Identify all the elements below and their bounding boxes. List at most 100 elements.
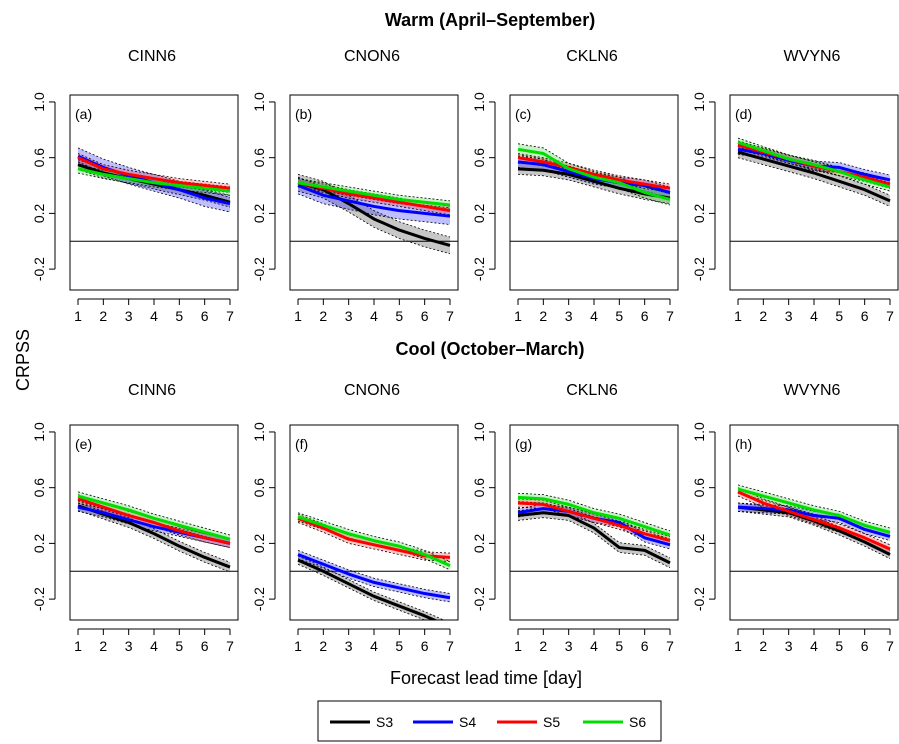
y-tick-label: 0.2 <box>691 203 707 223</box>
panel-label: (f) <box>295 436 308 452</box>
panel-label: (b) <box>295 106 312 122</box>
y-tick-label: 0.2 <box>31 533 47 553</box>
series-line-S5 <box>737 490 891 551</box>
panel-label: (c) <box>515 106 531 122</box>
plot-frame <box>69 94 239 291</box>
x-tick-label: 5 <box>835 308 843 324</box>
series-line-S3 <box>297 558 438 620</box>
panel-h: WVYN6 (h) -0.2 0.2 0.6 1.0 1 2 3 4 5 6 7 <box>691 382 899 654</box>
x-tick-label: 7 <box>886 638 894 654</box>
x-tick-label: 7 <box>666 638 674 654</box>
series-line-S4 <box>297 553 451 600</box>
series-line-S5 <box>517 501 671 543</box>
x-tick-label: 2 <box>539 308 547 324</box>
x-tick-label: 3 <box>565 638 573 654</box>
x-tick-label: 3 <box>345 308 353 324</box>
band-upper-S6 <box>517 143 671 195</box>
band-lower-S5 <box>297 522 451 562</box>
x-tick-label: 4 <box>150 638 158 654</box>
series-line-S4 <box>737 505 891 538</box>
band-S3 <box>518 507 670 568</box>
legend-label-S6: S6 <box>629 714 646 730</box>
x-tick-label: 7 <box>886 308 894 324</box>
x-tick-label: 1 <box>74 638 82 654</box>
y-tick-label: 0.2 <box>471 203 487 223</box>
x-tick-label: 4 <box>810 308 818 324</box>
band-lower-S3 <box>737 510 891 560</box>
legend-box <box>317 700 662 742</box>
series-line-S3 <box>737 150 891 203</box>
y-tick-label: 0.2 <box>251 533 267 553</box>
band-upper-S5 <box>517 153 671 185</box>
x-tick-label: 6 <box>641 308 649 324</box>
y-tick-label: 0.6 <box>691 148 707 168</box>
panel-title: CKLN6 <box>566 48 618 65</box>
series-line-S5 <box>77 156 231 190</box>
plot-frame <box>729 94 899 291</box>
panel-title: CINN6 <box>128 382 176 399</box>
plot-frame <box>289 94 459 291</box>
x-tick-label: 2 <box>319 638 327 654</box>
band-lower-S6 <box>77 172 231 196</box>
y-tick-label: 0.6 <box>31 148 47 168</box>
panel-title: CNON6 <box>344 382 400 399</box>
y-tick-label: 1.0 <box>251 422 267 442</box>
x-tick-label: 3 <box>785 308 793 324</box>
series-line-S6 <box>737 140 891 189</box>
panel-label: (g) <box>515 436 532 452</box>
x-tick-label: 1 <box>514 638 522 654</box>
y-tick-label: 0.6 <box>471 478 487 498</box>
x-tick-label: 5 <box>615 638 623 654</box>
y-tick-label: -0.2 <box>691 587 707 611</box>
band-S6 <box>518 493 670 540</box>
y-tick-label: -0.2 <box>251 257 267 281</box>
series-line-S6 <box>517 147 671 201</box>
y-tick-label: 0.6 <box>691 478 707 498</box>
band-upper-S4 <box>737 144 891 176</box>
x-tick-label: 1 <box>74 308 82 324</box>
x-tick-label: 5 <box>395 638 403 654</box>
plot-area <box>70 491 238 573</box>
y-tick-label: -0.2 <box>471 587 487 611</box>
legend: S3 S4 S5 S6 <box>317 700 662 742</box>
x-tick-label: 3 <box>785 638 793 654</box>
panel-label: (e) <box>75 436 92 452</box>
series-line-S6 <box>77 494 231 541</box>
x-tick-label: 6 <box>201 308 209 324</box>
panel-label: (h) <box>735 436 752 452</box>
plot-frame <box>729 424 899 621</box>
panel-title: CNON6 <box>344 48 400 65</box>
x-tick-label: 3 <box>125 308 133 324</box>
series-line-S6 <box>737 487 891 534</box>
y-tick-label: -0.2 <box>471 257 487 281</box>
x-tick-label: 6 <box>861 638 869 654</box>
y-tick-label: 0.6 <box>31 478 47 498</box>
x-tick-label: 7 <box>226 308 234 324</box>
plot-frame <box>509 424 679 621</box>
series-line-S6 <box>297 515 451 568</box>
legend-label-S5: S5 <box>543 714 560 730</box>
band-upper-S6 <box>297 178 451 202</box>
band-S4 <box>298 550 450 602</box>
x-tick-label: 2 <box>99 308 107 324</box>
x-tick-label: 1 <box>294 638 302 654</box>
x-tick-label: 4 <box>370 308 378 324</box>
x-tick-label: 3 <box>345 638 353 654</box>
plot-area <box>510 143 678 242</box>
x-axis-label: Forecast lead time [day] <box>390 668 582 688</box>
x-tick-label: 6 <box>421 638 429 654</box>
band-upper-S3 <box>297 174 451 238</box>
x-tick-label: 7 <box>446 308 454 324</box>
x-tick-label: 2 <box>759 638 767 654</box>
plot-area <box>730 484 898 572</box>
panel-e: CINN6 (e) -0.2 0.2 0.6 1.0 1 2 3 4 5 6 7 <box>31 382 239 654</box>
x-tick-label: 6 <box>861 308 869 324</box>
band-lower-S3 <box>517 173 671 205</box>
y-tick-label: 0.2 <box>471 533 487 553</box>
band-lower-S4 <box>297 558 451 603</box>
y-tick-label: -0.2 <box>31 257 47 281</box>
plot-area <box>510 492 678 572</box>
band-lower-S4 <box>77 164 231 213</box>
warm-title: Warm (April–September) <box>385 10 595 30</box>
